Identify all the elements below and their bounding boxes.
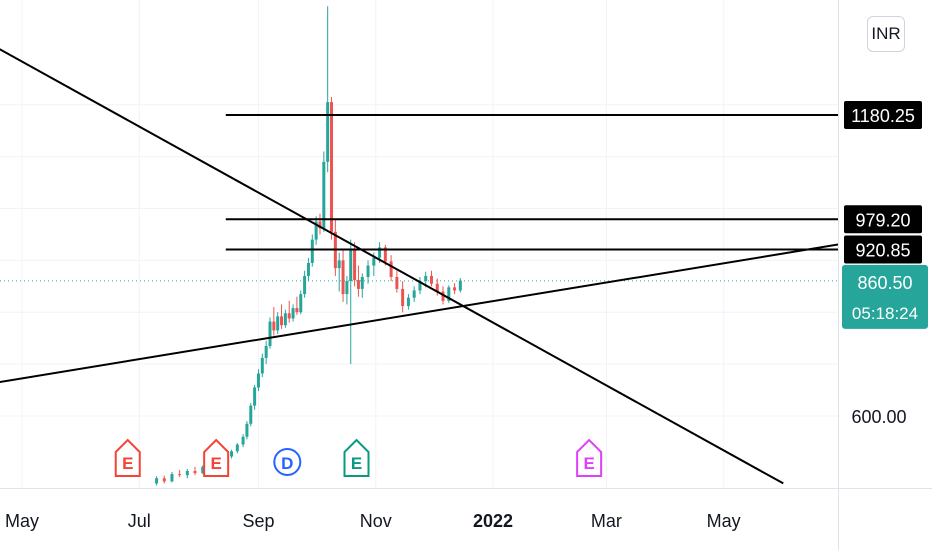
candle-body xyxy=(395,276,399,289)
countdown-label: 05:18:24 xyxy=(852,304,918,323)
candle-body xyxy=(193,470,197,474)
currency-selector-button[interactable]: INR xyxy=(867,16,905,52)
candle-body xyxy=(155,478,159,484)
candle-body xyxy=(435,283,439,292)
level-label: 1180.25 xyxy=(851,106,915,126)
candle-body xyxy=(178,474,182,476)
candle-body xyxy=(378,247,382,258)
event-marker-label: E xyxy=(583,454,594,473)
candle-body xyxy=(406,297,410,307)
candle-body xyxy=(303,275,307,295)
candle-body xyxy=(287,313,291,319)
candle-body xyxy=(295,308,299,313)
candle-body xyxy=(337,260,341,269)
x-tick-label: May xyxy=(707,511,741,531)
candle-body xyxy=(162,478,166,482)
candle-body xyxy=(280,316,284,326)
candle-body xyxy=(345,281,349,295)
candle-body xyxy=(256,373,260,388)
candle-body xyxy=(283,313,287,326)
trendline xyxy=(0,48,784,485)
x-tick-label: Sep xyxy=(242,511,274,531)
candle-body xyxy=(372,257,376,266)
dividend-marker-icon xyxy=(273,448,302,476)
candle-body xyxy=(322,161,326,229)
candle-body xyxy=(299,294,303,313)
level-label-box xyxy=(844,235,922,264)
level-label-box xyxy=(844,205,922,234)
candle-body xyxy=(383,247,387,262)
candle-body xyxy=(429,275,433,284)
x-tick-label: May xyxy=(5,511,39,531)
x-tick-label: Mar xyxy=(591,511,622,531)
candle-body xyxy=(366,265,370,277)
candle-body xyxy=(272,321,276,331)
event-marker-label: E xyxy=(122,454,133,473)
horizontal-levels xyxy=(0,114,838,282)
earnings-marker-icon xyxy=(114,438,141,477)
trendline xyxy=(0,243,838,384)
candle-body xyxy=(356,280,360,289)
candle-body xyxy=(401,288,405,307)
candle-body xyxy=(249,405,253,424)
candle-body xyxy=(235,444,239,452)
candle-body xyxy=(389,261,393,277)
currency-label: INR xyxy=(871,24,901,43)
level-label: 920.85 xyxy=(855,241,910,261)
candle-body xyxy=(349,250,353,282)
candle-body xyxy=(441,291,445,301)
candle-body xyxy=(458,280,462,291)
earnings-marker-icon xyxy=(576,438,603,477)
y-tick-label: 600.00 xyxy=(851,407,906,427)
grid xyxy=(0,0,838,488)
candle-body xyxy=(170,474,174,482)
event-marker-label: E xyxy=(210,454,221,473)
earnings-marker-icon xyxy=(203,438,230,477)
candle-body xyxy=(412,290,416,298)
candle-body xyxy=(326,102,330,162)
candle-body xyxy=(245,423,249,437)
x-tick-label: 2022 xyxy=(473,511,513,531)
candle-body xyxy=(201,466,205,474)
candle-body xyxy=(241,436,245,445)
event-marker-label: D xyxy=(281,454,293,473)
candle-body xyxy=(306,262,310,276)
candle-body xyxy=(260,357,264,374)
candle-body xyxy=(318,221,322,229)
x-tick-label: Jul xyxy=(128,511,151,531)
candle-body xyxy=(418,281,422,291)
candle-body xyxy=(230,451,234,457)
candle-body xyxy=(360,276,364,289)
candle-body xyxy=(353,250,357,281)
candle-body xyxy=(314,221,318,240)
candle-body xyxy=(276,316,280,331)
current-price-label: 860.50 xyxy=(857,273,912,293)
candle-body xyxy=(424,275,428,282)
price-labels: 1180.25 979.20 920.85 860.50 05:18:24 xyxy=(842,101,928,329)
candle-body xyxy=(447,287,451,301)
candle-body xyxy=(185,470,189,476)
level-label: 979.20 xyxy=(855,210,910,230)
candle-body xyxy=(341,260,345,295)
candle-body xyxy=(453,287,457,291)
candle-body xyxy=(310,239,314,263)
candle-body xyxy=(291,308,295,319)
earnings-marker-icon xyxy=(343,438,370,477)
candles xyxy=(155,6,462,486)
candle-body xyxy=(253,387,257,406)
level-label-box xyxy=(844,101,922,129)
candle-body xyxy=(330,102,334,232)
candle-body xyxy=(264,345,268,358)
x-tick-label: Nov xyxy=(360,511,392,531)
candle-body xyxy=(268,321,272,346)
trendlines xyxy=(0,48,838,485)
event-marker-label: E xyxy=(351,454,362,473)
current-price-tag xyxy=(842,264,928,329)
